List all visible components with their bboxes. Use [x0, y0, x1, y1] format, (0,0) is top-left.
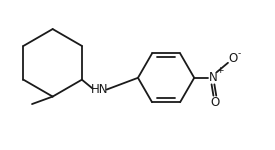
Text: HN: HN: [91, 82, 108, 96]
Text: O: O: [228, 52, 237, 65]
Text: -: -: [238, 49, 241, 58]
Text: O: O: [210, 96, 219, 109]
Text: +: +: [216, 66, 223, 75]
Text: N: N: [209, 71, 217, 84]
